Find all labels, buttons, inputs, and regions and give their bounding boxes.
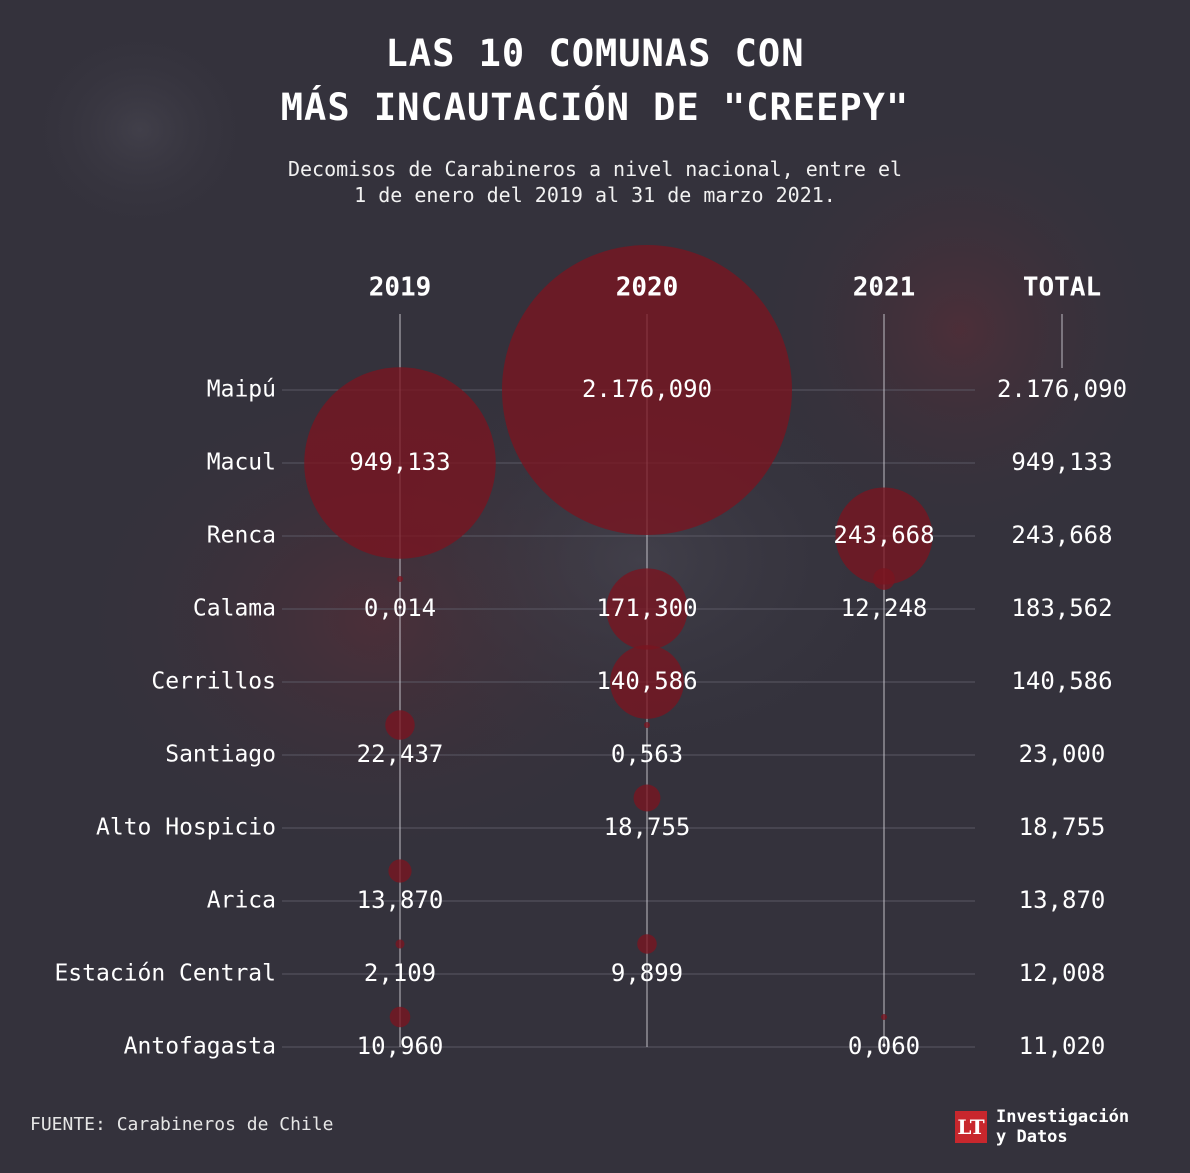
value-label-2019: 10,960	[357, 1032, 444, 1060]
bubble-2019	[397, 576, 403, 582]
bubble-2019	[389, 1006, 411, 1028]
chart-title-line-2: MÁS INCAUTACIÓN DE "CREEPY"	[280, 86, 910, 129]
bubble-2020	[633, 784, 661, 812]
value-label-2020: 18,755	[604, 813, 691, 841]
bubbles	[304, 245, 933, 1028]
bubble-2021	[873, 568, 895, 590]
total-label: 13,870	[1019, 886, 1106, 914]
chart-subtitle-line-2: 1 de enero del 2019 al 31 de marzo 2021.	[354, 183, 836, 207]
total-label: 183,562	[1011, 594, 1112, 622]
bubble-2021	[881, 1014, 887, 1020]
value-label-2019: 0,014	[364, 594, 436, 622]
bubble-2021	[835, 487, 933, 585]
total-label: 2.176,090	[997, 375, 1127, 403]
bubble-2020	[637, 934, 657, 954]
row-label: Alto Hospicio	[96, 815, 276, 841]
row-label: Maipú	[207, 377, 276, 403]
logo-text: Investigación y Datos	[996, 1107, 1129, 1147]
row-label: Renca	[207, 523, 276, 549]
value-label-2021: 243,668	[833, 521, 934, 549]
value-label-2019: 2,109	[364, 959, 436, 987]
bubble-2020	[644, 722, 650, 728]
chart-title-line-1: LAS 10 COMUNAS CON	[385, 32, 805, 75]
bubble-2019	[388, 859, 412, 883]
total-label: 18,755	[1019, 813, 1106, 841]
logo-line-1: Investigación	[996, 1107, 1130, 1127]
row-label: Macul	[207, 450, 276, 476]
value-label-2020: 171,300	[596, 594, 697, 622]
bubble-2020	[502, 245, 792, 535]
column-header-2021: 2021	[853, 273, 916, 303]
value-label-2019: 22,437	[357, 740, 444, 768]
total-label: 23,000	[1019, 740, 1106, 768]
column-header-total: TOTAL	[1023, 273, 1101, 303]
total-label: 140,586	[1011, 667, 1112, 695]
row-label: Santiago	[165, 742, 276, 768]
bubble-2019	[395, 939, 405, 949]
labels: 2019 2020 2021 TOTAL Maipú 2.176,090 2.176,090…	[54, 273, 1127, 1061]
logo-mark: LT	[955, 1111, 987, 1143]
bubble-2019	[304, 367, 496, 559]
value-label-2021: 0,060	[848, 1032, 920, 1060]
row-label: Calama	[193, 596, 276, 622]
value-label-2020: 2.176,090	[582, 375, 712, 403]
chart-subtitle-line-1: Decomisos de Carabineros a nivel naciona…	[287, 157, 903, 181]
value-label-2019: 949,133	[349, 448, 450, 476]
total-label: 949,133	[1011, 448, 1112, 476]
row-label: Cerrillos	[151, 669, 276, 695]
bubble-2020	[610, 645, 684, 719]
value-label-2019: 13,870	[357, 886, 444, 914]
logo: LT Investigación y Datos	[955, 1107, 1129, 1147]
bubble-2020	[606, 568, 688, 650]
row-label: Antofagasta	[124, 1034, 276, 1060]
row-label: Arica	[207, 888, 276, 914]
value-label-2020: 0,563	[611, 740, 683, 768]
column-header-2019: 2019	[369, 273, 432, 303]
bubble-2019	[385, 710, 415, 740]
logo-line-2: y Datos	[996, 1127, 1068, 1147]
total-label: 11,020	[1019, 1032, 1106, 1060]
value-label-2020: 9,899	[611, 959, 683, 987]
row-label: Estación Central	[54, 961, 276, 987]
column-header-2020: 2020	[616, 273, 679, 303]
source-note: FUENTE: Carabineros de Chile	[30, 1114, 334, 1135]
total-label: 12,008	[1019, 959, 1106, 987]
value-label-2020: 140,586	[596, 667, 697, 695]
value-label-2021: 12,248	[841, 594, 928, 622]
total-label: 243,668	[1011, 521, 1112, 549]
